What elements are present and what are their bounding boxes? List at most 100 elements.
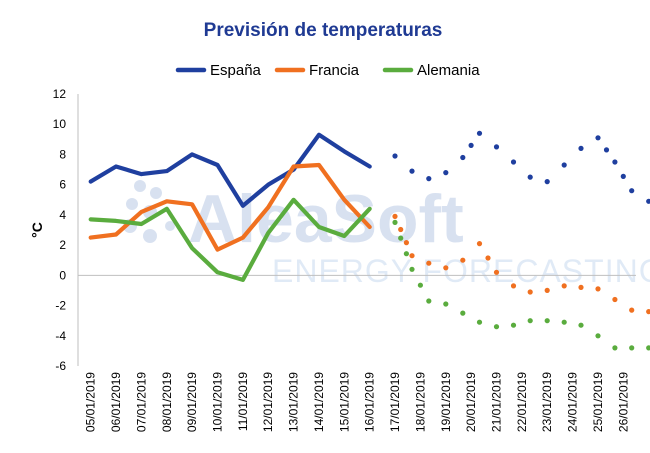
series-francia <box>88 162 650 315</box>
forecast-point-francia <box>443 265 449 271</box>
x-tick-label: 23/01/2019 <box>540 372 554 432</box>
forecast-point-francia <box>578 284 584 290</box>
forecast-point-espa-a <box>578 145 584 151</box>
y-tick-label: -4 <box>55 329 66 343</box>
legend-item-alemania: Alemania <box>382 62 480 79</box>
forecast-point-espa-a <box>460 154 466 161</box>
forecast-point-francia <box>409 253 415 259</box>
x-tick-label: 17/01/2019 <box>388 372 402 432</box>
forecast-point-francia <box>629 307 635 313</box>
y-tick-label: 12 <box>53 87 67 101</box>
forecast-point-francia <box>595 286 601 292</box>
y-tick-label: -6 <box>55 359 66 373</box>
x-tick-label: 06/01/2019 <box>109 372 123 432</box>
forecast-point-alemania <box>426 298 432 304</box>
legend-item-francia: Francia <box>274 62 360 79</box>
x-tick-label: 14/01/2019 <box>312 372 326 432</box>
y-tick-label: 4 <box>59 208 66 222</box>
x-tick-label: 12/01/2019 <box>261 372 275 432</box>
legend-item-espa-a: España <box>175 62 262 79</box>
forecast-point-espa-a <box>544 179 550 185</box>
forecast-point-francia <box>527 289 533 295</box>
forecast-point-espa-a <box>620 173 626 179</box>
y-tick-label: -2 <box>55 299 66 313</box>
forecast-point-francia <box>544 287 550 293</box>
forecast-point-espa-a <box>561 162 567 168</box>
legend-label: Francia <box>309 62 360 79</box>
x-tick-label: 13/01/2019 <box>287 372 301 432</box>
forecast-point-alemania <box>398 235 404 241</box>
forecast-point-francia <box>460 257 466 263</box>
x-tick-label: 10/01/2019 <box>211 372 225 432</box>
x-tick-label: 18/01/2019 <box>413 372 427 432</box>
x-tick-label: 16/01/2019 <box>363 372 377 432</box>
forecast-point-alemania <box>460 310 466 316</box>
x-tick-label: 11/01/2019 <box>236 372 250 431</box>
forecast-point-alemania <box>403 251 409 257</box>
x-axis: 05/01/2019 06/01/2019 07/01/2019 08/01/2019… <box>78 274 636 432</box>
forecast-point-alemania <box>527 318 533 324</box>
y-tick-label: 0 <box>59 268 66 282</box>
series-alemania <box>88 197 650 351</box>
forecast-point-espa-a <box>426 176 432 182</box>
x-tick-label: 09/01/2019 <box>185 372 199 432</box>
forecast-point-espa-a <box>468 142 474 148</box>
legend: España Francia Alemania <box>175 62 480 79</box>
forecast-point-espa-a <box>476 130 483 136</box>
legend-label: Alemania <box>417 62 480 79</box>
y-tick-label: 8 <box>59 147 66 161</box>
series-line-espa-a <box>88 132 372 208</box>
forecast-point-espa-a <box>612 159 618 165</box>
forecast-point-francia <box>561 283 567 289</box>
forecast-point-espa-a <box>493 144 500 150</box>
x-tick-label: 05/01/2019 <box>84 372 98 432</box>
forecast-point-espa-a <box>443 170 449 176</box>
watermark: AleaSoft ENERGY FORECASTING <box>123 180 650 289</box>
forecast-point-espa-a <box>603 147 610 153</box>
forecast-point-alemania <box>578 322 584 328</box>
forecast-point-alemania <box>544 318 550 324</box>
forecast-point-alemania <box>443 301 449 307</box>
forecast-point-alemania <box>417 282 423 288</box>
forecast-point-espa-a <box>409 168 415 174</box>
x-tick-label: 21/01/2019 <box>490 372 504 432</box>
series-line-alemania <box>88 197 372 282</box>
forecast-point-alemania <box>612 345 618 351</box>
forecast-point-espa-a <box>629 188 635 194</box>
x-tick-label: 08/01/2019 <box>160 372 174 432</box>
forecast-point-alemania <box>392 219 398 225</box>
forecast-point-alemania <box>493 324 500 330</box>
forecast-point-francia <box>612 296 618 303</box>
x-tick-label: 26/01/2019 <box>616 372 630 432</box>
forecast-point-francia <box>485 255 491 261</box>
y-tick-label: 10 <box>53 117 67 131</box>
forecast-point-alemania <box>476 319 483 325</box>
forecast-point-francia <box>392 213 398 219</box>
forecast-point-alemania <box>595 333 601 339</box>
x-tick-label: 19/01/2019 <box>439 372 453 432</box>
forecast-point-espa-a <box>510 159 517 165</box>
x-tick-label: 22/01/2019 <box>515 372 529 432</box>
x-tick-label: 25/01/2019 <box>591 372 605 432</box>
x-tick-label: 15/01/2019 <box>337 372 351 432</box>
legend-label: España <box>210 62 262 79</box>
y-axis: -6 -4 -2 0 2 4 6 8 10 12 <box>53 87 79 373</box>
series-line-francia <box>88 162 372 252</box>
series-layer <box>88 130 650 351</box>
chart-title: Previsión de temperaturas <box>204 20 443 41</box>
y-axis-label: °C <box>29 222 45 238</box>
forecast-point-espa-a <box>646 198 650 204</box>
forecast-point-francia <box>426 260 432 266</box>
forecast-point-alemania <box>646 345 650 351</box>
x-tick-label: 20/01/2019 <box>464 372 478 432</box>
forecast-point-espa-a <box>392 153 398 159</box>
y-tick-label: 2 <box>59 238 66 252</box>
series-espa-a <box>88 130 650 208</box>
forecast-point-francia <box>493 269 500 275</box>
forecast-point-espa-a <box>595 135 601 141</box>
forecast-point-alemania <box>561 319 567 325</box>
forecast-point-alemania <box>510 322 517 328</box>
forecast-point-francia <box>476 241 483 247</box>
forecast-point-alemania <box>629 345 635 351</box>
